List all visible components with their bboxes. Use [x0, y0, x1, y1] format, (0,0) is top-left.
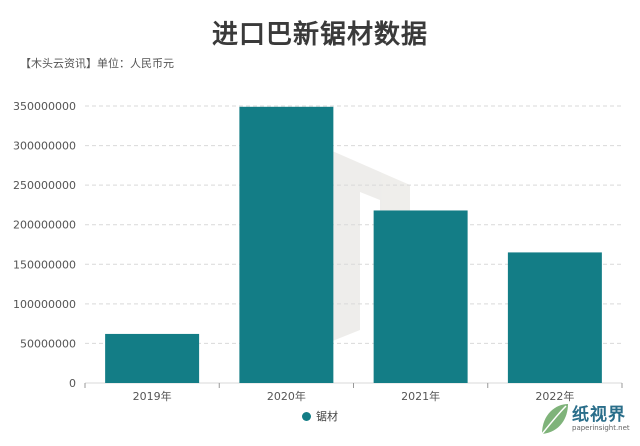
- bar-1[interactable]: [239, 106, 334, 383]
- y-tick-label: 250000000: [13, 179, 76, 192]
- y-tick-label: 100000000: [13, 298, 76, 311]
- y-tick-label: 200000000: [13, 219, 76, 232]
- x-tick-label: 2022年: [535, 389, 574, 403]
- legend-marker: [302, 411, 311, 421]
- x-tick-label: 2019年: [133, 389, 172, 403]
- x-tick-label: 2020年: [267, 389, 306, 403]
- brand-logo: 纸视界 paperinsight.net: [538, 398, 634, 442]
- leaf-icon: [541, 404, 568, 435]
- logo-url: paperinsight.net: [572, 424, 630, 432]
- legend: 锯材: [0, 408, 640, 424]
- y-tick-label: 300000000: [13, 140, 76, 153]
- bar-3[interactable]: [507, 252, 602, 383]
- y-tick-label: 350000000: [13, 100, 76, 113]
- legend-label: 锯材: [316, 410, 338, 423]
- x-tick-label: 2021年: [401, 389, 440, 403]
- y-tick-label: 50000000: [20, 337, 76, 350]
- y-tick-label: 0: [69, 377, 76, 390]
- bar-0[interactable]: [105, 333, 200, 383]
- bar-2[interactable]: [373, 210, 468, 383]
- logo-name: 纸视界: [572, 405, 626, 425]
- chart-subtitle: 【木头云资讯】单位：人民币元: [20, 57, 174, 70]
- y-tick-label: 150000000: [13, 258, 76, 271]
- chart-title: 进口巴新锯材数据: [211, 20, 428, 50]
